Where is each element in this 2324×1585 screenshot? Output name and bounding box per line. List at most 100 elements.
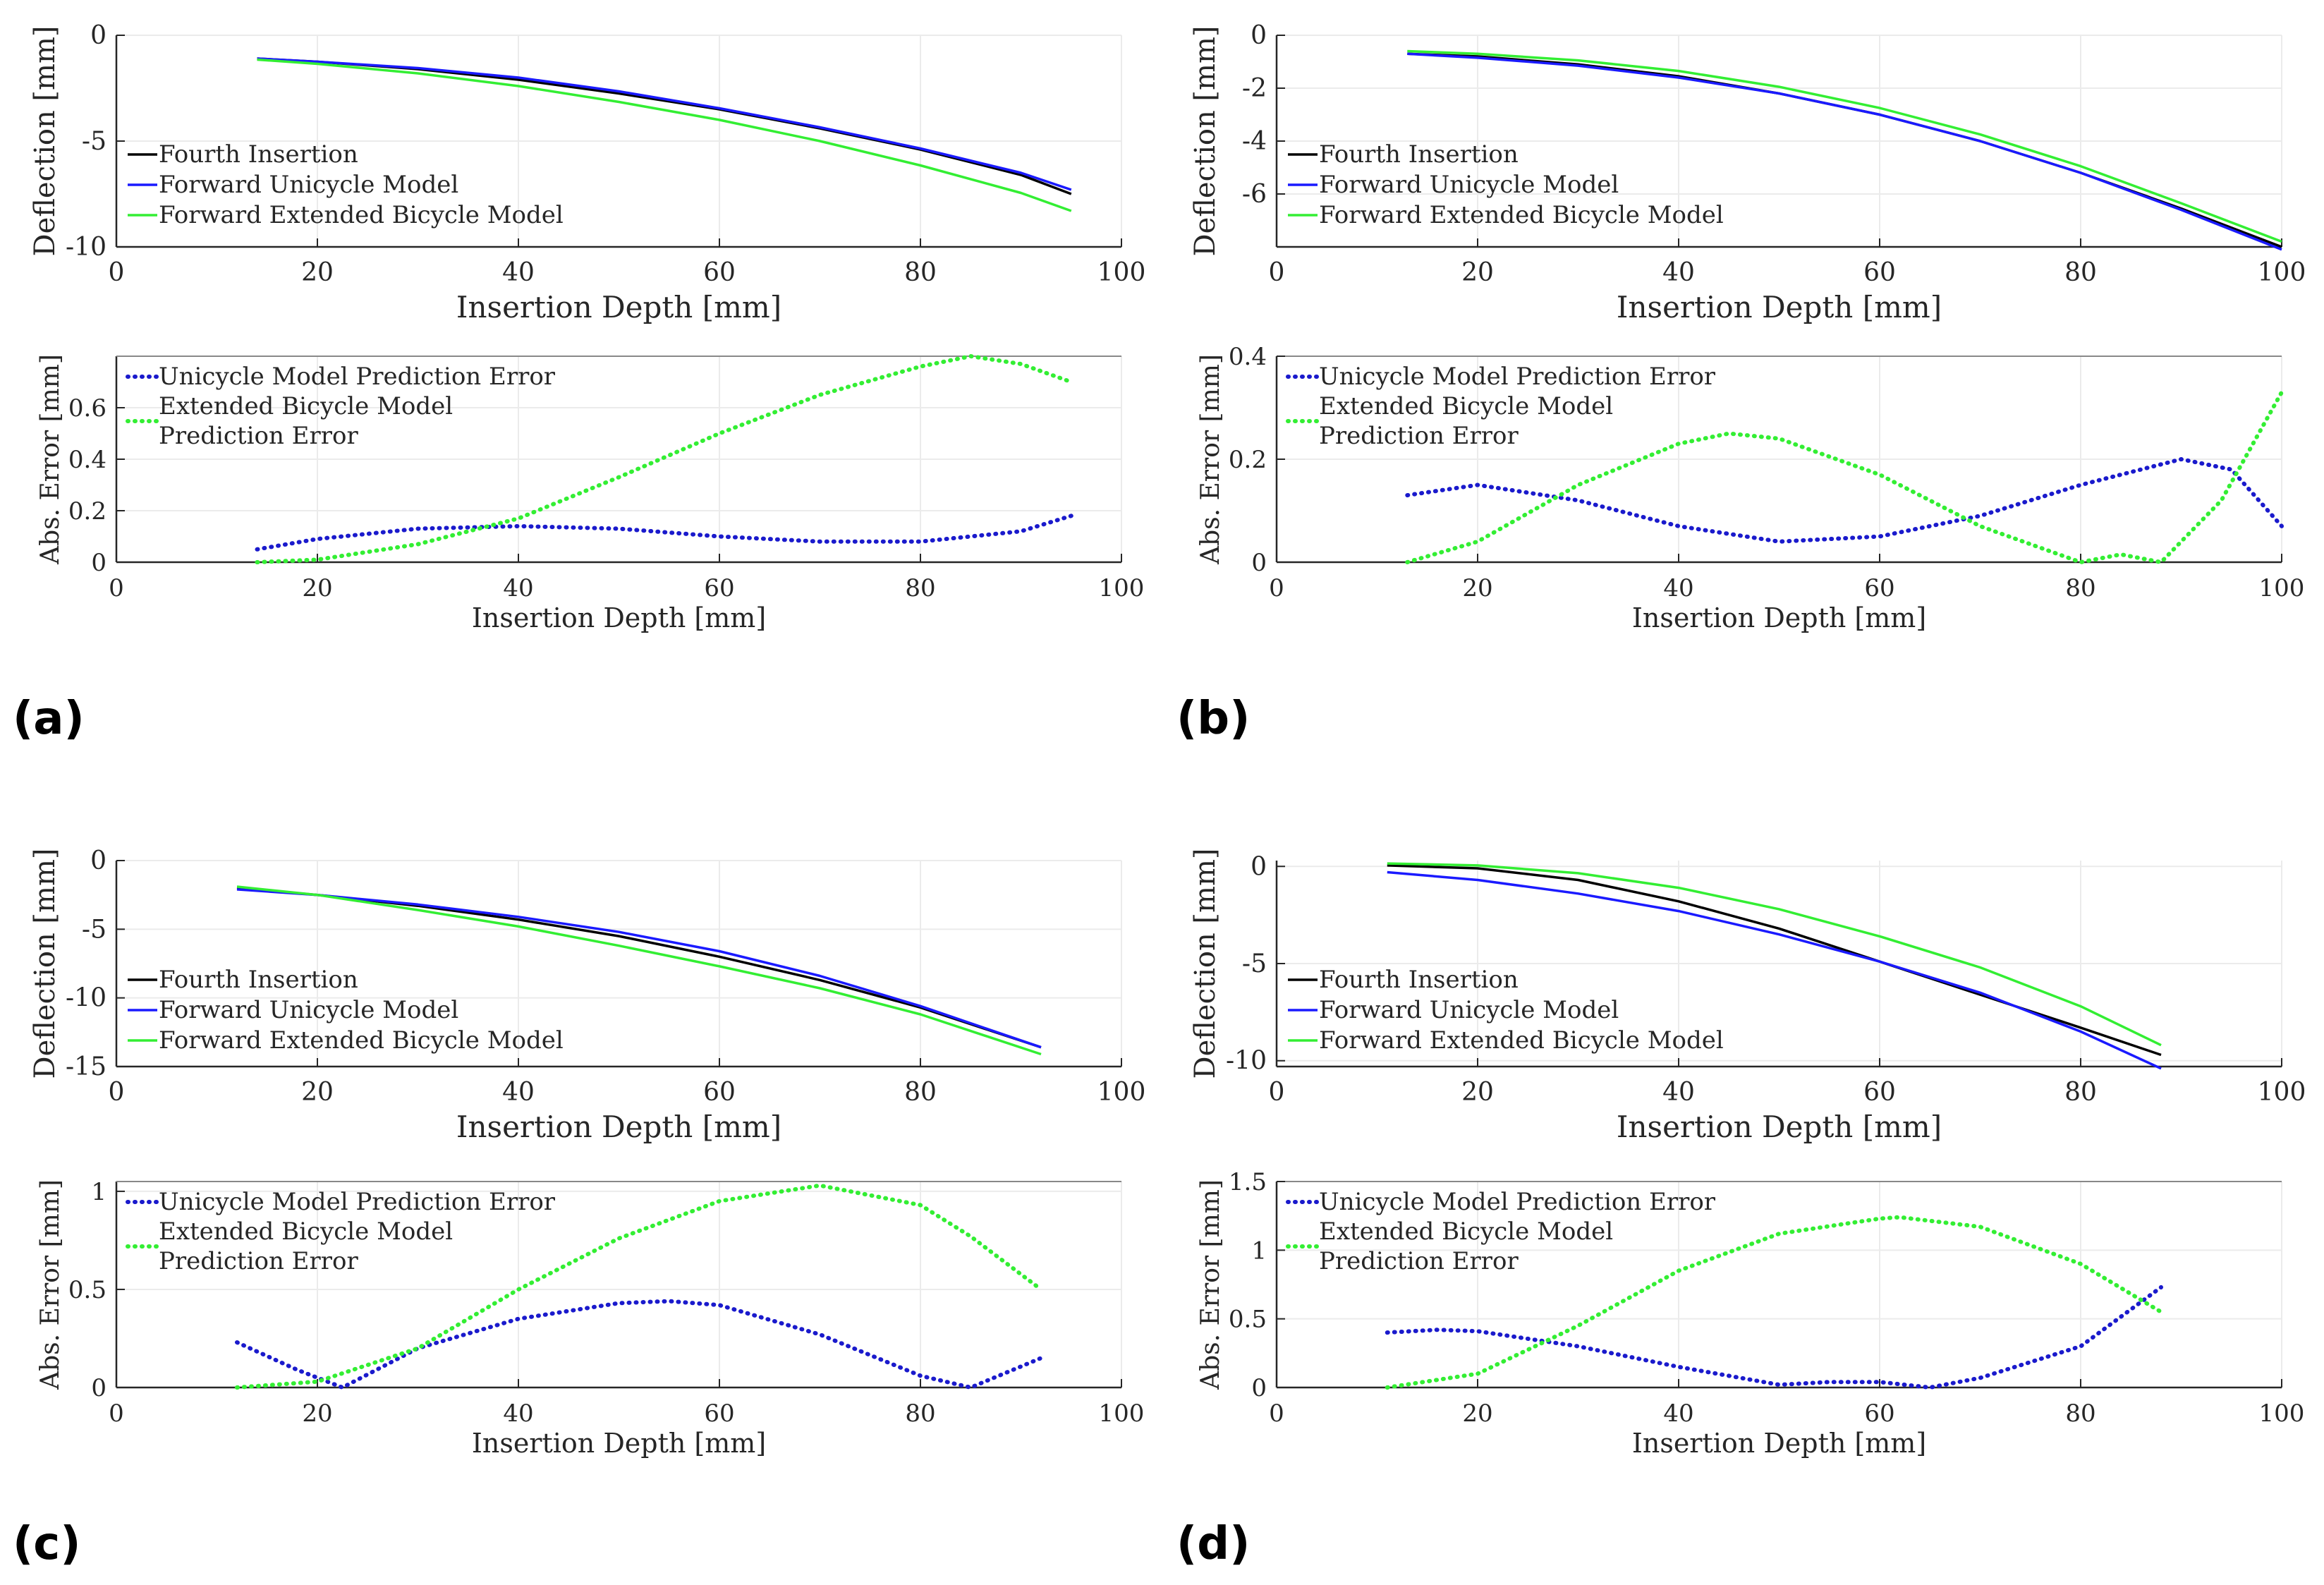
panel-d-error-y-tick-label: 0.5 [1229,1306,1267,1334]
panel-a-error-x-tick-label: 80 [905,574,935,602]
panel-d-error-series-0 [1385,1285,2163,1390]
panel-b-error-y-tick-label: 0.2 [1229,446,1267,474]
panel-a-error-y-tick-label: 0.2 [68,497,107,526]
panel-c-error-x-tick-label: 80 [905,1399,935,1428]
panel-b-deflection-series-1 [1407,52,2282,251]
panel-c-deflection-x-tick-label: 20 [301,1078,334,1107]
panel-a-error-legend-entry: Unicycle Model Prediction Error [159,363,556,391]
panel-a-deflection-x-tick-label: 0 [109,258,125,287]
panel-a-deflection-x-tick-label: 100 [1097,258,1146,287]
panel-c-error-x-tick-label: 0 [109,1399,124,1428]
panel-d-deflection-y-tick-label: 0 [1251,852,1267,881]
panel-c-deflection-x-tick-label: 60 [703,1078,736,1107]
panel-b-deflection-xlabel: Insertion Depth [mm] [1617,290,1942,324]
panel-c-error-x-tick-label: 20 [302,1399,332,1428]
panel-b-error-ylabel: Abs. Error [mm] [1196,354,1225,565]
panel-a-error-y-tick-label: 0 [91,549,107,577]
panel-b-deflection-x-tick-label: 0 [1269,258,1285,287]
panel-a-deflection-legend-entry: Forward Extended Bicycle Model [159,201,564,229]
panel-d-deflection-axes: 0 20 40 60 80 100 0 -5 -10 Insertion Depth [mm] De… [1189,849,2306,1145]
panel-d-error-series-1 [1385,1215,2163,1390]
panel-b-error-series-1 [1405,390,2284,564]
panel-b-deflection-y-tick-label: -2 [1242,74,1267,103]
panel-a-deflection-series-1 [257,57,1072,191]
panel-d-deflection-y-tick-label: -10 [1226,1047,1267,1076]
panel-d-error-x-tick-label: 80 [2065,1399,2095,1428]
panel-d-deflection-series-1 [1387,870,2162,1070]
panel-b-error-xlabel: Insertion Depth [mm] [1632,602,1926,633]
panel-a-deflection-axes: 0 20 40 60 80 100 0 -5 -10 Insertion Depth [mm] De… [29,21,1145,324]
panel-d-error-x-tick-label: 20 [1462,1399,1492,1428]
panel-b-deflection-legend-entry: Fourth Insertion [1319,140,1519,169]
panel-b-deflection-series-2 [1407,49,2282,243]
panel-c-deflection-x-tick-label: 80 [904,1078,937,1107]
panel-b-deflection-x-tick-label: 40 [1662,258,1695,287]
panel-a-deflection-y-tick-label: -10 [66,233,107,262]
panel-a-error-y-tick-label: 0.6 [68,394,107,423]
panel-d-error-ylabel: Abs. Error [mm] [1196,1179,1225,1390]
panel-b-deflection-x-tick-label: 100 [2258,258,2306,287]
panel-b-error-axes: 0 20 40 60 80 100 0 0.2 0.4 Insertion Depth [mm] A… [1196,343,2304,633]
panel-a-error-series-0 [255,514,1073,552]
panel-a-deflection-x-tick-label: 80 [904,258,937,287]
panel-a-deflection-legend-entry: Forward Unicycle Model [159,171,458,199]
panel-b-error-x-tick-label: 40 [1663,574,1693,602]
panel-b-deflection-legend-entry: Forward Unicycle Model [1319,171,1619,199]
panel-c-deflection-x-tick-label: 0 [109,1078,125,1107]
panel-b-error-legend-entry: Extended Bicycle Model [1319,392,1613,420]
panel-d-error-legend-entry: Extended Bicycle Model [1319,1217,1613,1246]
panel-c-deflection-series-2 [236,885,1042,1056]
panel-c-deflection-legend-entry: Forward Extended Bicycle Model [159,1026,564,1055]
panel-c-error-xlabel: Insertion Depth [mm] [472,1428,766,1459]
panel-a-error-xlabel: Insertion Depth [mm] [472,602,766,633]
panel-a-deflection-legend-entry: Fourth Insertion [159,140,358,169]
panel-a-deflection-x-tick-label: 20 [301,258,334,287]
panel-a-error-x-tick-label: 60 [704,574,734,602]
panel-d-error-axes: 0 20 40 60 80 100 0 0.5 1 1.5 Insertion Depth [mm]… [1196,1168,2304,1459]
panel-b-error-x-tick-label: 100 [2259,574,2305,602]
panel-d-deflection-x-tick-label: 60 [1863,1078,1896,1107]
panel-d-error-x-tick-label: 100 [2259,1399,2305,1428]
panel-c-label: (c) [13,1518,80,1570]
panel-b-deflection-x-tick-label: 80 [2064,258,2097,287]
panel-a-error-series-1 [255,354,1073,564]
panel-d-deflection-x-tick-label: 80 [2064,1078,2097,1107]
panel-d-deflection-x-tick-label: 0 [1269,1078,1285,1107]
panel-c-error-x-tick-label: 40 [503,1399,533,1428]
panel-c-error-series-1 [235,1183,1043,1390]
panel-b-deflection-axes: 0 20 40 60 80 100 0 -2 -4 -6 Insertion Depth [mm] D… [1189,21,2306,324]
panel-a-error-x-tick-label: 40 [503,574,533,602]
panel-a-error-x-tick-label: 20 [302,574,332,602]
panel-d-deflection-x-tick-label: 40 [1662,1078,1695,1107]
panel-b-error-legend-entry: Prediction Error [1319,422,1519,450]
panel-d-deflection-series-0 [1387,864,2162,1057]
panel-a-deflection-y-tick-label: 0 [90,21,107,50]
panel-b-error-x-tick-label: 0 [1269,574,1284,602]
panel-c-deflection-axes: 0 20 40 60 80 100 0 -5 -10 -15 Insertion Depth [mm… [29,846,1145,1144]
panel-d-error-legend-entry: Prediction Error [1319,1247,1519,1275]
panel-a-error-x-tick-label: 0 [109,574,124,602]
panel-d-error-y-tick-label: 0 [1251,1374,1267,1402]
panel-a-deflection-xlabel: Insertion Depth [mm] [456,290,781,324]
panel-c-error-y-tick-label: 0.5 [68,1276,107,1304]
panel-b-label: (b) [1176,693,1250,745]
panel-b-error-x-tick-label: 60 [1864,574,1894,602]
panel-d-error-xlabel: Insertion Depth [mm] [1632,1428,1926,1459]
panel-d-deflection-x-tick-label: 100 [2258,1078,2306,1107]
panel-d-error-y-tick-label: 1.5 [1229,1168,1267,1196]
panel-a-label: (a) [13,693,85,745]
panel-a-error-ylabel: Abs. Error [mm] [36,354,65,565]
panel-a-error-axes: 0 20 40 60 80 100 0 0.2 0.4 0.6 Insertion Depth [m… [36,354,1144,633]
panel-c-error-legend-entry: Prediction Error [159,1247,358,1275]
panel-b-deflection-y-tick-label: -6 [1242,180,1267,209]
panel-c-error-legend-entry: Unicycle Model Prediction Error [159,1188,556,1216]
panel-a-deflection-series-2 [257,58,1072,212]
panel-c-error-x-tick-label: 60 [704,1399,734,1428]
panel-c-deflection-y-tick-label: -5 [82,915,107,944]
panel-a-deflection-x-tick-label: 60 [703,258,736,287]
panel-c-error-x-tick-label: 100 [1099,1399,1145,1428]
panel-d-error-legend-entry: Unicycle Model Prediction Error [1319,1188,1716,1216]
panel-b-deflection-y-tick-label: 0 [1251,21,1267,50]
panel-b-deflection-x-tick-label: 60 [1863,258,1896,287]
